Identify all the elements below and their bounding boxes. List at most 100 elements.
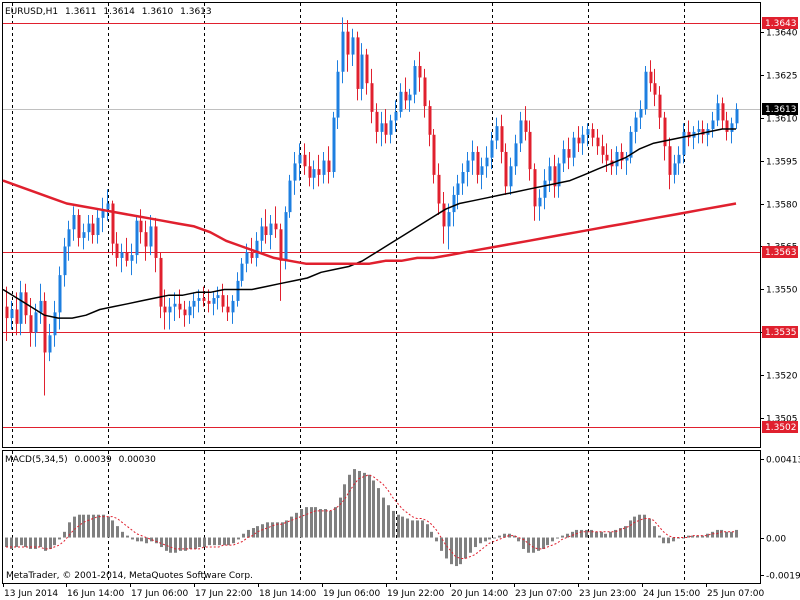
candle — [120, 243, 124, 273]
candle — [91, 214, 95, 244]
macd-bar — [358, 470, 361, 538]
candle — [735, 103, 739, 130]
macd-bar — [672, 537, 675, 542]
macd-bar — [53, 537, 56, 546]
candle-body — [682, 131, 686, 155]
candle-body — [591, 129, 595, 138]
macd-bar — [194, 537, 197, 549]
level-tag-bg — [762, 421, 798, 433]
y-tick-label: 1.3640 — [766, 29, 798, 39]
candle-body — [183, 309, 187, 316]
macd-bar — [629, 520, 632, 538]
candle — [144, 220, 148, 261]
macd-bar — [392, 510, 395, 538]
candle — [101, 197, 105, 233]
macd-bar — [126, 535, 129, 538]
macd-bar — [638, 514, 641, 538]
candle — [308, 151, 312, 187]
macd-bar — [488, 537, 491, 540]
candle — [58, 266, 62, 330]
macd-bar — [662, 537, 665, 544]
candle-body — [543, 180, 547, 198]
candle-body — [620, 151, 624, 161]
candle — [274, 206, 278, 238]
candle-body — [317, 169, 321, 175]
candle-body — [423, 77, 427, 107]
macd-bar — [416, 520, 419, 538]
candle — [490, 131, 494, 170]
x-tick-label: 13 Jun 2014 — [4, 589, 58, 599]
macd-bar — [150, 537, 153, 542]
x-tick-label: 24 Jun 15:00 — [643, 589, 700, 599]
macd-bar — [537, 537, 540, 551]
macd-bar — [401, 516, 404, 538]
candle-body — [279, 229, 283, 261]
candle — [317, 154, 321, 187]
candle-body — [178, 303, 182, 310]
macd-bar — [561, 535, 564, 538]
level-tag: 1.3502 — [762, 421, 798, 433]
candle-body — [264, 226, 268, 236]
candle-body — [322, 160, 326, 175]
macd-bar — [121, 531, 124, 538]
candle — [288, 174, 292, 218]
candle-body — [15, 309, 19, 324]
candle-body — [553, 166, 557, 187]
macd-bar — [78, 514, 81, 538]
candle-body — [586, 129, 590, 135]
candle — [19, 280, 23, 336]
candle — [730, 117, 734, 144]
candle — [514, 134, 518, 175]
candle-body — [634, 117, 638, 132]
candle-body — [721, 103, 725, 121]
candle-body — [399, 91, 403, 112]
macd-bar — [720, 529, 723, 538]
candle — [106, 189, 110, 221]
macd-bar — [63, 531, 66, 538]
moving-averages — [2, 128, 737, 319]
macd-bar — [730, 531, 733, 538]
candle-body — [663, 117, 667, 147]
macd-bar — [372, 480, 375, 538]
y-tick-label: 1.3550 — [766, 286, 798, 296]
candle — [639, 100, 643, 130]
candle-body — [82, 232, 86, 238]
candle — [418, 51, 422, 92]
candle — [485, 146, 489, 178]
macd-bar — [261, 524, 264, 538]
main-pane-frame — [2, 2, 761, 448]
candle — [173, 292, 177, 321]
candle-body — [101, 209, 105, 218]
macd-bar — [348, 474, 351, 538]
horizontal-levels — [3, 23, 760, 428]
y-tick-label: 1.3610 — [766, 115, 798, 125]
candle — [332, 111, 336, 178]
candle — [519, 111, 523, 152]
candle — [221, 283, 225, 313]
candle — [293, 151, 297, 195]
candle-body — [284, 212, 288, 261]
macd-bar — [421, 520, 424, 538]
candle-body — [562, 149, 566, 164]
macd-bar — [517, 537, 520, 542]
macd-bar — [295, 512, 298, 538]
macd-bar — [585, 529, 588, 538]
macd-bar — [682, 537, 685, 539]
macd-bar — [58, 537, 61, 540]
macd-bar — [571, 531, 574, 538]
macd-bar — [696, 535, 699, 538]
candle-body — [135, 220, 139, 256]
candle-body — [303, 154, 307, 167]
candle-body — [649, 71, 653, 84]
candle — [178, 289, 182, 319]
candle-body — [677, 154, 681, 164]
level-tag: 1.3535 — [762, 326, 798, 338]
macd-bar — [198, 537, 201, 548]
candle-body — [77, 214, 81, 238]
close-value: 1.3613 — [180, 7, 212, 17]
macd-bar — [387, 505, 390, 538]
macd-bar — [73, 516, 76, 538]
candle — [380, 111, 384, 147]
candle-body — [711, 120, 715, 130]
macd-bar — [169, 537, 172, 553]
